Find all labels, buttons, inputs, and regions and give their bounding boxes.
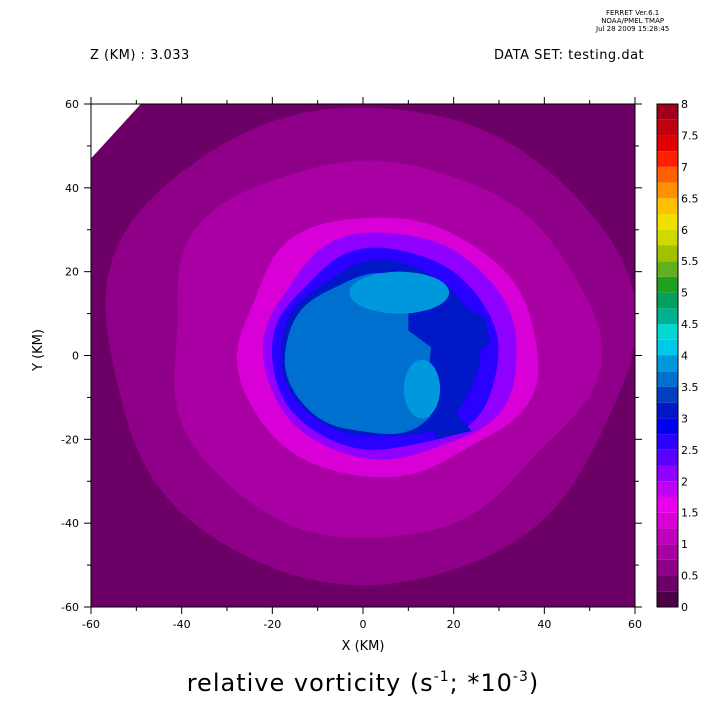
x-tick-label: 40 bbox=[537, 618, 551, 631]
stamp-line-2: NOAA/PMEL TMAP bbox=[601, 17, 665, 25]
colorbar-label: 1.5 bbox=[681, 507, 699, 520]
colorbar-swatch bbox=[657, 182, 678, 199]
no-data-corner bbox=[91, 104, 141, 159]
colorbar-swatch bbox=[657, 198, 678, 215]
x-tick-label: -60 bbox=[82, 618, 100, 631]
z-level-label: Z (KM) : 3.033 bbox=[90, 48, 190, 63]
title-part-3: ) bbox=[529, 669, 539, 697]
core-highlight-south bbox=[403, 359, 441, 419]
title-part-1: relative vorticity (s bbox=[187, 669, 434, 697]
colorbar-label: 0.5 bbox=[681, 570, 699, 583]
colorbar-swatch bbox=[657, 591, 678, 607]
colorbar-frame bbox=[656, 103, 679, 608]
colorbar-swatch bbox=[657, 324, 678, 340]
x-tick-label: -20 bbox=[263, 618, 281, 631]
colorbar-label: 1 bbox=[681, 538, 688, 551]
x-tick-label: -40 bbox=[173, 618, 191, 631]
colorbar-label: 6.5 bbox=[681, 192, 699, 205]
colorbar-swatch bbox=[657, 402, 678, 419]
colorbar-swatch bbox=[657, 449, 678, 466]
y-tick-label: 0 bbox=[72, 350, 79, 363]
y-tick-label: -40 bbox=[61, 517, 79, 530]
x-axis: -60 -40 -20 0 20 40 60 bbox=[82, 97, 642, 631]
colorbar-label: 8 bbox=[681, 98, 688, 111]
y-tick-label: -20 bbox=[61, 433, 79, 446]
colorbar-swatch bbox=[657, 245, 678, 262]
colorbar-swatch bbox=[657, 528, 678, 545]
colorbar-label: 5 bbox=[681, 287, 688, 300]
y-axis: -60 -40 -20 0 20 40 60 bbox=[61, 98, 642, 614]
core-highlight-north bbox=[349, 271, 450, 314]
colorbar: 0 0.5 1 1.5 2 2.5 3 3.5 4 4.5 5 5.5 6 6.5 7 7.5 8 bbox=[656, 98, 699, 614]
colorbar-label: 0 bbox=[681, 601, 688, 614]
y-tick-label: 40 bbox=[65, 182, 79, 195]
dataset-label: DATA SET: testing.dat bbox=[494, 48, 645, 63]
colorbar-swatch bbox=[657, 229, 678, 246]
colorbar-swatch bbox=[657, 371, 678, 387]
colorbar-label: 5.5 bbox=[681, 255, 699, 268]
colorbar-swatch bbox=[657, 481, 678, 497]
colorbar-swatch bbox=[657, 575, 678, 592]
colorbar-swatch bbox=[657, 104, 678, 120]
colorbar-swatch bbox=[657, 386, 678, 403]
contour-field bbox=[91, 104, 635, 607]
stamp-line-1: FERRET Ver.6.1 bbox=[606, 9, 660, 17]
colorbar-label: 4.5 bbox=[681, 318, 699, 331]
colorbar-swatch bbox=[657, 339, 678, 356]
colorbar-swatch bbox=[657, 308, 678, 325]
colorbar-swatch bbox=[657, 355, 678, 372]
y-tick-label: 60 bbox=[65, 98, 79, 111]
y-tick-label: 20 bbox=[65, 266, 79, 279]
x-tick-label: 20 bbox=[447, 618, 461, 631]
colorbar-swatch bbox=[657, 512, 678, 529]
colorbar-label: 2 bbox=[681, 475, 688, 488]
colorbar-swatch bbox=[657, 261, 678, 277]
colorbar-label: 3.5 bbox=[681, 381, 699, 394]
colorbar-swatch bbox=[657, 119, 678, 136]
x-tick-label: 0 bbox=[360, 618, 367, 631]
colorbar-swatch bbox=[657, 151, 678, 167]
title-exponent-1: -1 bbox=[434, 669, 450, 685]
x-axis-label: X (KM) bbox=[342, 639, 385, 654]
stamp-line-3: Jul 28 2009 15:28:45 bbox=[596, 25, 670, 33]
colorbar-label: 4 bbox=[681, 350, 688, 363]
colorbar-label: 2.5 bbox=[681, 444, 699, 457]
colorbar-label: 6 bbox=[681, 224, 688, 237]
colorbar-swatch bbox=[657, 465, 678, 482]
ferret-stamp: FERRET Ver.6.1 NOAA/PMEL TMAP Jul 28 200… bbox=[596, 9, 669, 33]
colorbar-swatch bbox=[657, 544, 678, 560]
colorbar-swatch bbox=[657, 135, 678, 152]
colorbar-swatch bbox=[657, 166, 678, 183]
chart-title: relative vorticity (s-1; *10-3) bbox=[187, 669, 540, 697]
colorbar-swatch bbox=[657, 276, 678, 293]
colorbar-swatch bbox=[657, 496, 678, 513]
colorbar-label: 3 bbox=[681, 412, 688, 425]
y-axis-label: Y (KM) bbox=[31, 329, 46, 372]
y-tick-label: -60 bbox=[61, 601, 79, 614]
colorbar-swatch bbox=[657, 214, 678, 230]
title-part-2: ; *10 bbox=[450, 669, 513, 697]
title-exponent-2: -3 bbox=[513, 669, 529, 685]
colorbar-swatch bbox=[657, 418, 678, 435]
colorbar-swatch bbox=[657, 559, 678, 576]
x-tick-label: 60 bbox=[628, 618, 642, 631]
colorbar-label: 7 bbox=[681, 161, 688, 174]
colorbar-swatch bbox=[657, 434, 678, 450]
colorbar-label: 7.5 bbox=[681, 129, 699, 142]
colorbar-swatch bbox=[657, 292, 678, 309]
